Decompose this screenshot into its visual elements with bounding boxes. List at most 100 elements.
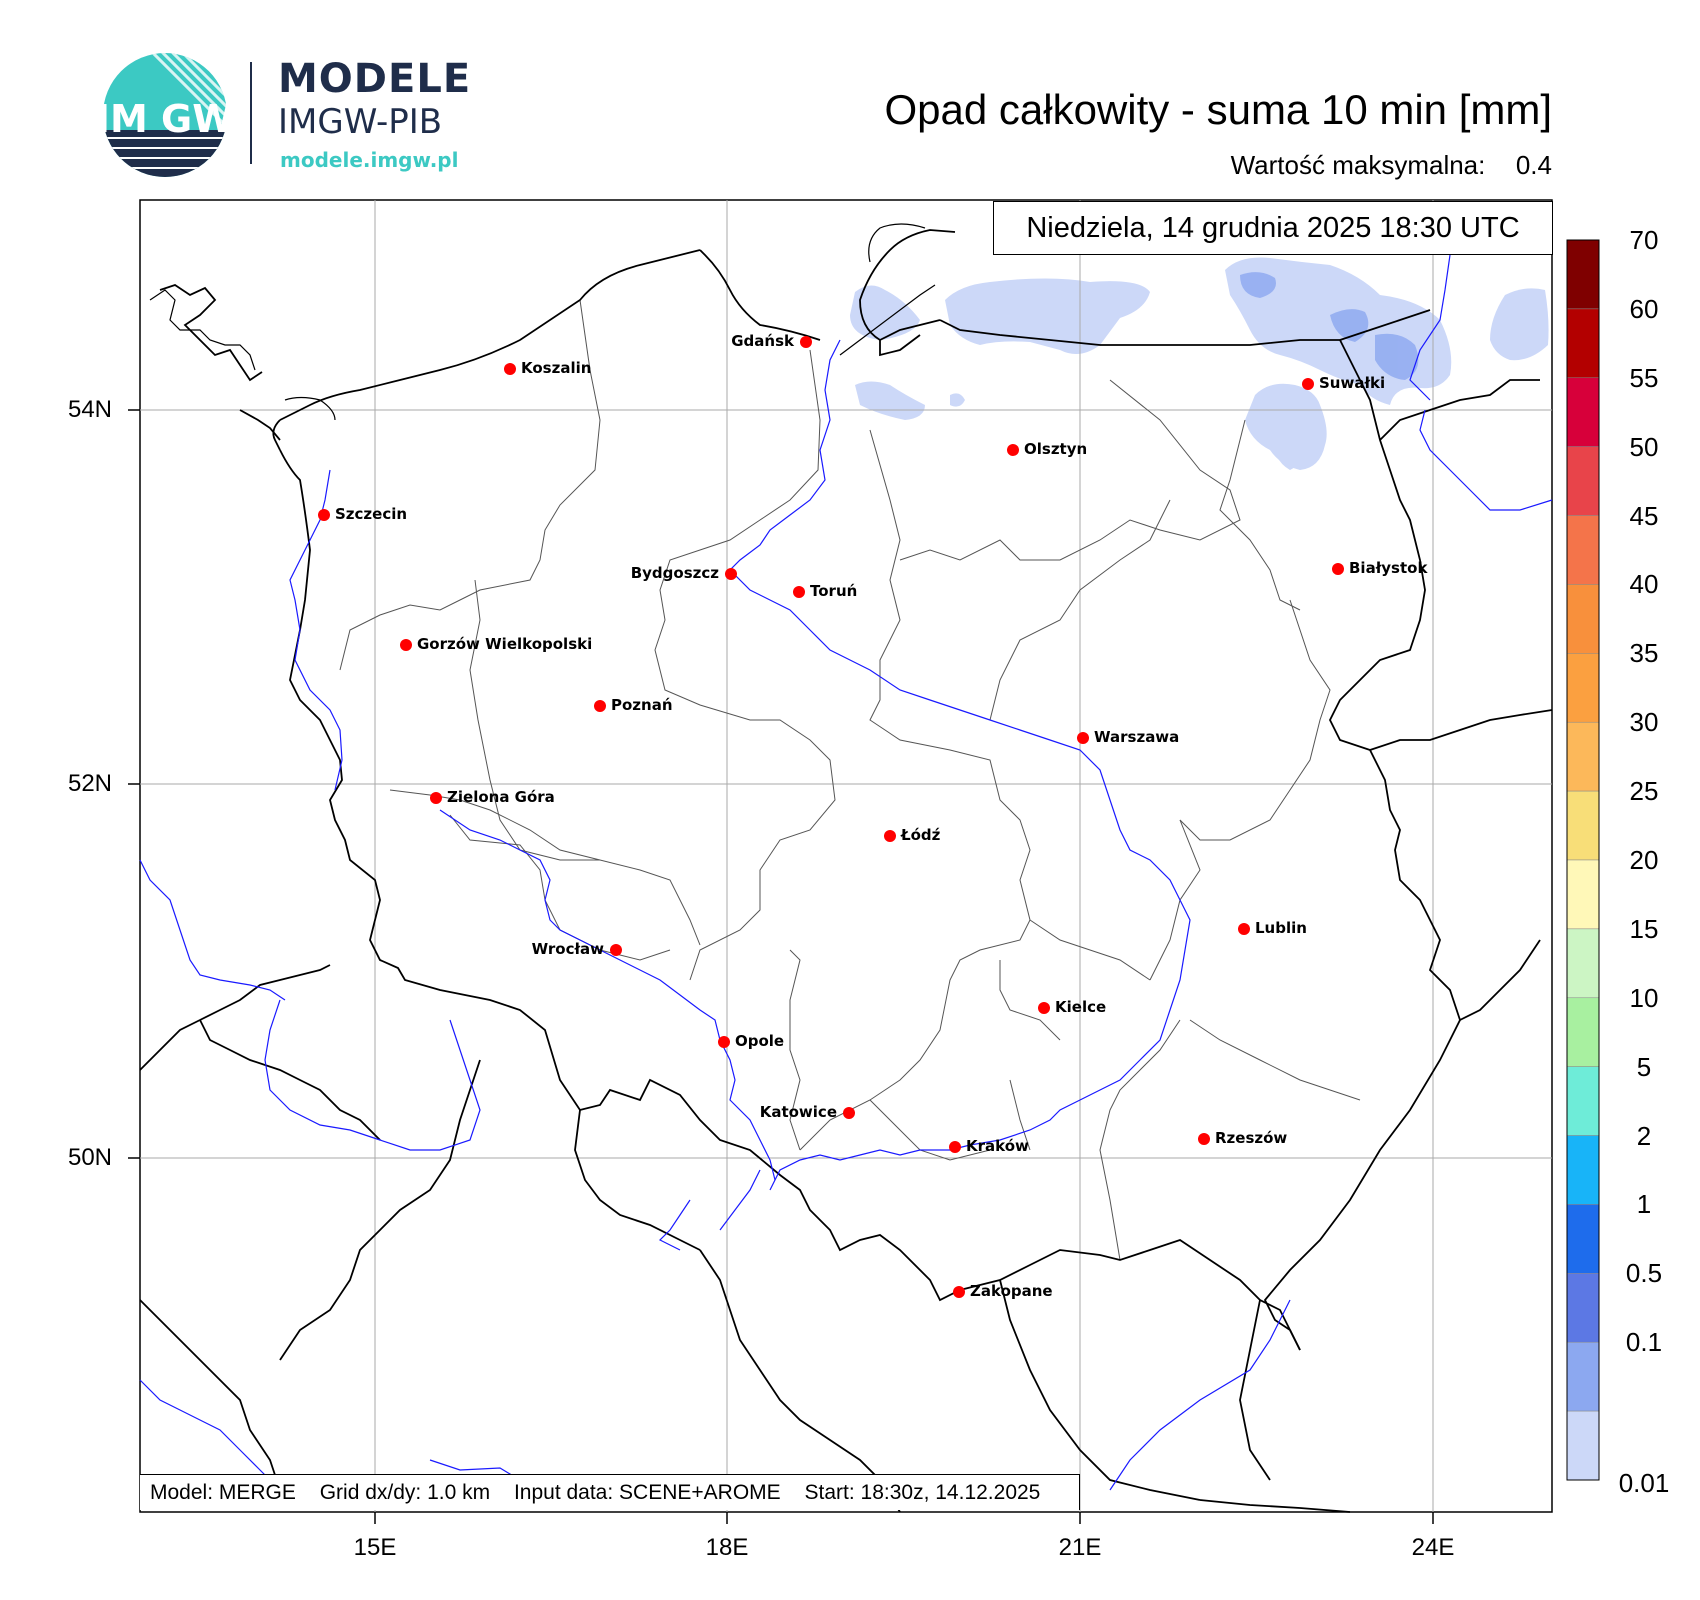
lon-label-18e: 18E bbox=[705, 1534, 749, 1561]
colorbar-segment bbox=[1566, 239, 1600, 310]
city-dot bbox=[1007, 444, 1019, 456]
city-label: Białystok bbox=[1349, 559, 1428, 577]
city-dot bbox=[1077, 732, 1089, 744]
city-label: Rzeszów bbox=[1215, 1129, 1288, 1147]
city-dot bbox=[1238, 923, 1250, 935]
city-label: Opole bbox=[735, 1032, 785, 1050]
valid-time-box: Niedziela, 14 grudnia 2025 18:30 UTC bbox=[993, 201, 1553, 255]
colorbar-segment bbox=[1566, 1410, 1600, 1481]
lat-label-50n: 50N bbox=[67, 1144, 112, 1171]
colorbar-label: 1 bbox=[1636, 1189, 1652, 1220]
city-dot bbox=[430, 792, 442, 804]
city-label: Szczecin bbox=[335, 505, 408, 523]
colorbar-label: 60 bbox=[1629, 293, 1659, 324]
colorbar-segment bbox=[1566, 1341, 1600, 1412]
colorbar-label: 2 bbox=[1636, 1120, 1652, 1151]
colorbar-segment bbox=[1566, 997, 1600, 1067]
colorbar-label: 0.5 bbox=[1625, 1258, 1663, 1289]
max-value-number: 0.4 bbox=[1515, 150, 1552, 180]
city-dots bbox=[318, 336, 1344, 1298]
logo-title: MODELE bbox=[278, 56, 472, 102]
city-label: Łódź bbox=[901, 826, 941, 844]
max-value-line: Wartość maksymalna: 0.4 bbox=[1231, 150, 1552, 181]
colorbar-segment bbox=[1566, 1204, 1600, 1274]
imgw-circle-logo: IM GW bbox=[100, 53, 230, 177]
city-label: Poznań bbox=[611, 696, 673, 714]
rivers bbox=[139, 254, 1553, 1501]
colorbar-label: 40 bbox=[1629, 569, 1659, 600]
city-dot bbox=[610, 944, 622, 956]
map-frame bbox=[139, 199, 1553, 1513]
map-title: Opad całkowity - suma 10 min [mm] bbox=[884, 86, 1552, 133]
city-dot bbox=[843, 1107, 855, 1119]
input-data: Input data: SCENE+AROME bbox=[513, 1481, 781, 1504]
city-dot bbox=[504, 363, 516, 375]
colorbar-label: 15 bbox=[1629, 913, 1659, 944]
colorbar-segment bbox=[1566, 1135, 1600, 1205]
colorbar-segment bbox=[1566, 584, 1600, 654]
city-dot bbox=[725, 568, 737, 580]
city-dot bbox=[793, 586, 805, 598]
city-label: Toruń bbox=[810, 582, 858, 600]
model-name: Model: MERGE bbox=[150, 1481, 296, 1504]
colorbar-label: 10 bbox=[1629, 982, 1659, 1013]
colorbar bbox=[1566, 239, 1600, 1481]
city-dot bbox=[953, 1286, 965, 1298]
colorbar-segment bbox=[1566, 1273, 1600, 1343]
city-label: Zakopane bbox=[970, 1282, 1053, 1300]
lon-label-21e: 21E bbox=[1058, 1534, 1102, 1561]
city-label: Wrocław bbox=[531, 940, 604, 958]
colorbar-segment bbox=[1566, 721, 1600, 792]
city-dot bbox=[949, 1141, 961, 1153]
city-dot bbox=[1302, 378, 1314, 390]
city-dot bbox=[1332, 563, 1344, 575]
lat-label-54n: 54N bbox=[67, 396, 112, 423]
colorbar-label: 55 bbox=[1629, 362, 1659, 393]
colorbar-segment bbox=[1566, 790, 1600, 861]
colorbar-segment bbox=[1566, 859, 1600, 930]
city-dot bbox=[884, 830, 896, 842]
city-label: Gdańsk bbox=[731, 332, 794, 350]
colorbar-segment bbox=[1566, 308, 1600, 379]
colorbar-label: 0.1 bbox=[1625, 1327, 1663, 1358]
colorbar-segment bbox=[1566, 446, 1600, 516]
city-dot bbox=[718, 1036, 730, 1048]
colorbar-segment bbox=[1566, 653, 1600, 723]
city-label: Lublin bbox=[1255, 919, 1307, 937]
colorbar-label: 50 bbox=[1629, 431, 1659, 462]
colorbar-label: 20 bbox=[1629, 845, 1659, 875]
colorbar-segment bbox=[1566, 515, 1600, 585]
city-label: Katowice bbox=[759, 1103, 837, 1121]
city-label: Kraków bbox=[966, 1137, 1029, 1155]
colorbar-label: 70 bbox=[1629, 225, 1659, 255]
colorbar-segment bbox=[1566, 377, 1600, 447]
grid-resolution: Grid dx/dy: 1.0 km bbox=[319, 1481, 491, 1504]
colorbar-label: 45 bbox=[1629, 500, 1659, 531]
colorbar-frame bbox=[1566, 239, 1600, 1481]
lon-label-15e: 15E bbox=[353, 1534, 397, 1561]
logo-circle-text: IM GW bbox=[100, 97, 230, 141]
city-dot bbox=[800, 336, 812, 348]
colorbar-label: 25 bbox=[1629, 776, 1659, 807]
logo-divider bbox=[250, 62, 252, 164]
logo-url: modele.imgw.pl bbox=[280, 148, 459, 172]
city-label: Koszalin bbox=[521, 359, 592, 377]
city-label: Suwałki bbox=[1319, 374, 1386, 392]
colorbar-segment bbox=[1566, 928, 1600, 999]
lon-label-24e: 24E bbox=[1411, 1534, 1455, 1561]
coast-detail bbox=[149, 223, 936, 421]
city-dot bbox=[1038, 1002, 1050, 1014]
city-label: Gorzów Wielkopolski bbox=[417, 635, 593, 653]
model-info-box: Model: MERGE Grid dx/dy: 1.0 km Input da… bbox=[140, 1474, 1080, 1510]
colorbar-segment bbox=[1566, 1066, 1600, 1136]
city-label: Bydgoszcz bbox=[630, 564, 719, 582]
city-label: Warszawa bbox=[1094, 728, 1180, 746]
logo-subtitle: IMGW-PIB bbox=[278, 102, 443, 142]
city-dot bbox=[1198, 1133, 1210, 1145]
city-label: Kielce bbox=[1055, 998, 1107, 1016]
max-value-label: Wartość maksymalna: bbox=[1230, 150, 1486, 180]
start-time: Start: 18:30z, 14.12.2025 bbox=[804, 1481, 1041, 1504]
colorbar-label: 5 bbox=[1636, 1051, 1652, 1082]
city-dot bbox=[400, 639, 412, 651]
